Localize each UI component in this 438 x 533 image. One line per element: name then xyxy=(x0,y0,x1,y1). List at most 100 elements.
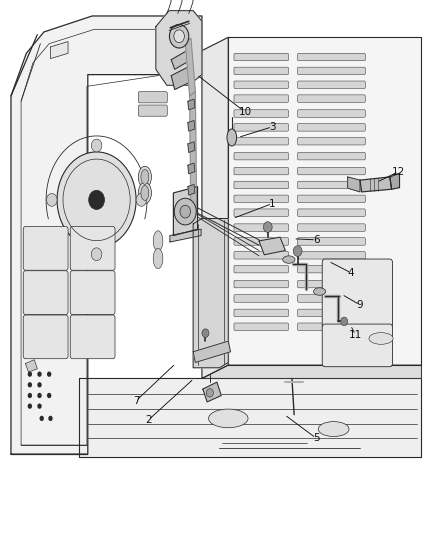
Polygon shape xyxy=(187,120,194,131)
Circle shape xyxy=(28,372,32,377)
Text: 4: 4 xyxy=(347,268,354,278)
Polygon shape xyxy=(347,177,359,192)
Text: 6: 6 xyxy=(312,235,319,245)
FancyBboxPatch shape xyxy=(297,67,364,75)
FancyBboxPatch shape xyxy=(321,259,392,328)
Ellipse shape xyxy=(138,182,151,204)
Ellipse shape xyxy=(318,422,348,437)
FancyBboxPatch shape xyxy=(233,110,288,117)
FancyBboxPatch shape xyxy=(233,152,288,160)
FancyBboxPatch shape xyxy=(233,238,288,245)
Polygon shape xyxy=(359,177,391,192)
FancyBboxPatch shape xyxy=(233,67,288,75)
Text: 10: 10 xyxy=(238,107,251,117)
Polygon shape xyxy=(189,92,196,219)
Circle shape xyxy=(57,152,136,248)
Circle shape xyxy=(174,198,196,225)
Ellipse shape xyxy=(153,231,162,251)
Circle shape xyxy=(37,403,42,409)
FancyBboxPatch shape xyxy=(233,209,288,216)
Ellipse shape xyxy=(138,166,151,188)
FancyBboxPatch shape xyxy=(233,265,288,273)
Circle shape xyxy=(201,329,208,337)
FancyBboxPatch shape xyxy=(138,92,167,103)
FancyBboxPatch shape xyxy=(233,252,288,259)
Circle shape xyxy=(180,205,190,218)
Text: 5: 5 xyxy=(312,433,319,443)
Circle shape xyxy=(91,248,102,261)
Circle shape xyxy=(39,416,44,421)
FancyBboxPatch shape xyxy=(297,265,364,273)
Polygon shape xyxy=(155,11,201,85)
Polygon shape xyxy=(228,37,420,365)
Text: 3: 3 xyxy=(268,122,275,132)
FancyBboxPatch shape xyxy=(70,315,115,359)
Ellipse shape xyxy=(141,169,148,184)
FancyBboxPatch shape xyxy=(297,53,364,61)
FancyBboxPatch shape xyxy=(297,209,364,216)
Polygon shape xyxy=(50,42,68,59)
FancyBboxPatch shape xyxy=(297,280,364,288)
Polygon shape xyxy=(193,341,230,362)
Circle shape xyxy=(28,403,32,409)
Circle shape xyxy=(28,382,32,387)
Circle shape xyxy=(169,25,188,48)
FancyBboxPatch shape xyxy=(297,152,364,160)
FancyBboxPatch shape xyxy=(233,224,288,231)
Circle shape xyxy=(46,193,57,206)
Circle shape xyxy=(47,372,51,377)
FancyBboxPatch shape xyxy=(23,227,68,270)
Circle shape xyxy=(173,30,184,43)
Polygon shape xyxy=(171,50,191,69)
FancyBboxPatch shape xyxy=(233,309,288,317)
FancyBboxPatch shape xyxy=(321,324,392,367)
FancyBboxPatch shape xyxy=(297,238,364,245)
Polygon shape xyxy=(173,187,197,236)
Ellipse shape xyxy=(208,409,247,427)
Circle shape xyxy=(136,193,146,206)
Circle shape xyxy=(28,393,32,398)
Ellipse shape xyxy=(153,248,162,269)
Polygon shape xyxy=(187,184,194,195)
Circle shape xyxy=(293,246,301,256)
Text: 11: 11 xyxy=(348,330,361,340)
Polygon shape xyxy=(170,229,201,242)
Polygon shape xyxy=(258,237,285,255)
FancyBboxPatch shape xyxy=(23,271,68,314)
Polygon shape xyxy=(201,365,420,378)
Circle shape xyxy=(91,139,102,152)
Circle shape xyxy=(206,389,213,397)
FancyBboxPatch shape xyxy=(233,95,288,102)
FancyBboxPatch shape xyxy=(297,167,364,175)
Ellipse shape xyxy=(141,185,148,200)
Text: 12: 12 xyxy=(391,167,404,176)
Polygon shape xyxy=(389,173,399,189)
Circle shape xyxy=(88,190,104,209)
Text: 9: 9 xyxy=(356,300,363,310)
FancyBboxPatch shape xyxy=(297,224,364,231)
Polygon shape xyxy=(193,219,228,368)
Polygon shape xyxy=(187,99,194,110)
Circle shape xyxy=(37,393,42,398)
Polygon shape xyxy=(11,16,201,454)
Polygon shape xyxy=(187,142,194,152)
Polygon shape xyxy=(25,360,37,372)
FancyBboxPatch shape xyxy=(70,227,115,270)
FancyBboxPatch shape xyxy=(138,105,167,116)
Circle shape xyxy=(37,372,42,377)
FancyBboxPatch shape xyxy=(233,167,288,175)
Polygon shape xyxy=(79,378,420,457)
Polygon shape xyxy=(201,37,228,378)
Polygon shape xyxy=(187,163,194,174)
Text: 1: 1 xyxy=(268,199,275,208)
FancyBboxPatch shape xyxy=(233,295,288,302)
FancyBboxPatch shape xyxy=(297,323,364,330)
FancyBboxPatch shape xyxy=(297,81,364,88)
FancyBboxPatch shape xyxy=(233,53,288,61)
Text: 7: 7 xyxy=(132,396,139,406)
Ellipse shape xyxy=(226,129,236,146)
Polygon shape xyxy=(171,67,192,90)
FancyBboxPatch shape xyxy=(233,195,288,203)
Ellipse shape xyxy=(282,256,294,263)
FancyBboxPatch shape xyxy=(233,124,288,131)
